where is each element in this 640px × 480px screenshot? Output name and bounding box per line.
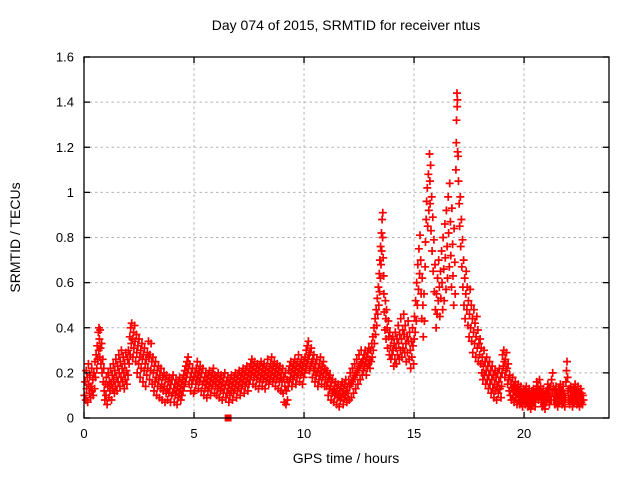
gridlines [84, 57, 609, 418]
axes: 0 5 10 15 20 0 0.2 0.4 0.6 0.8 1 1.2 1.4 1.6 [56, 50, 610, 441]
y-tick-label: 0.2 [56, 365, 74, 380]
y-tick-label: 1.4 [56, 95, 74, 110]
y-axis-label: SRMTID / TECUs [7, 182, 23, 292]
y-tick-label: 0 [67, 411, 74, 426]
x-tick-label: 15 [407, 426, 421, 441]
x-tick-label: 10 [297, 426, 311, 441]
y-tick-label: 1 [67, 185, 74, 200]
x-axis-label: GPS time / hours [293, 450, 400, 466]
y-tick-label: 0.6 [56, 275, 74, 290]
y-tick-label: 0.8 [56, 230, 74, 245]
y-tick-label: 0.4 [56, 320, 74, 335]
y-tick-label: 1.6 [56, 50, 74, 65]
chart-title: Day 074 of 2015, SRMTID for receiver ntu… [212, 17, 480, 33]
y-tick-label: 1.2 [56, 140, 74, 155]
x-tick-label: 0 [80, 426, 87, 441]
x-tick-label: 5 [190, 426, 197, 441]
scatter-points [80, 89, 588, 422]
x-tick-label: 20 [517, 426, 531, 441]
